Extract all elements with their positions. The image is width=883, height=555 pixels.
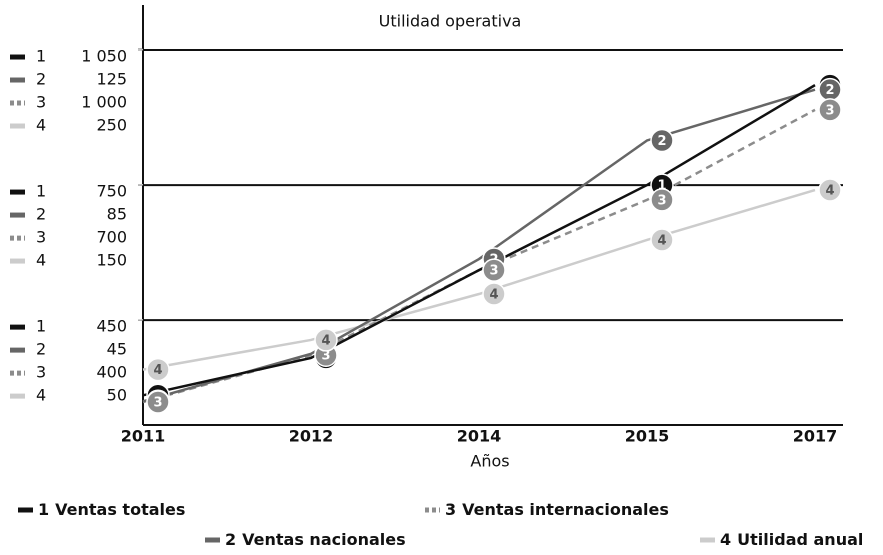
series-line <box>142 188 816 371</box>
marker <box>650 188 674 212</box>
marker-label: 4 <box>321 333 330 348</box>
x-tick-label: 2014 <box>457 427 502 446</box>
y-tick-label: 700 <box>96 228 127 247</box>
marker <box>650 128 674 153</box>
legend-id: 1 <box>38 500 49 519</box>
marker-label: 3 <box>825 103 834 118</box>
marker-label: 3 <box>153 396 162 411</box>
marker-label: 2 <box>825 83 834 98</box>
tick-series-id: 1 <box>36 182 46 201</box>
chart-title: Utilidad operativa <box>379 12 522 31</box>
tick-series-id: 3 <box>36 363 46 382</box>
x-axis-label: Años <box>470 452 509 471</box>
legend-id: 2 <box>225 530 236 549</box>
tick-series-id: 2 <box>36 340 46 359</box>
y-tick-label: 45 <box>107 340 127 359</box>
legend-label: 3 Ventas internacionales <box>445 500 669 519</box>
tick-series-id: 3 <box>36 228 46 247</box>
legend-name: Ventas internacionales <box>462 500 669 519</box>
marker-label: 1 <box>657 179 666 194</box>
marker-label: 2 <box>657 134 666 149</box>
marker-label: 3 <box>321 349 330 364</box>
marker-label: 4 <box>489 288 498 303</box>
marker <box>482 258 506 282</box>
y-tick-label: 85 <box>107 205 127 224</box>
y-tick-label: 450 <box>96 317 127 336</box>
marker-label: 4 <box>153 363 162 378</box>
marker-label: 3 <box>489 264 498 279</box>
legend-label: 1 Ventas totales <box>38 500 185 519</box>
y-tick-label: 1 000 <box>81 93 127 112</box>
legend-label: 2 Ventas nacionales <box>225 530 406 549</box>
tick-series-id: 4 <box>36 251 46 270</box>
legend-id: 4 <box>720 530 731 549</box>
tick-series-id: 1 <box>36 47 46 66</box>
x-tick-label: 2011 <box>121 427 166 446</box>
tick-series-id: 2 <box>36 205 46 224</box>
marker <box>818 178 842 202</box>
tick-series-id: 4 <box>36 386 46 405</box>
tick-series-id: 2 <box>36 70 46 89</box>
y-tick-label: 125 <box>96 70 127 89</box>
y-tick-label: 150 <box>96 251 127 270</box>
y-tick-label: 50 <box>107 386 127 405</box>
x-tick-label: 2015 <box>625 427 670 446</box>
marker-label: 4 <box>825 184 834 199</box>
marker <box>482 282 506 306</box>
y-tick-label: 250 <box>96 116 127 135</box>
marker-label: 3 <box>657 193 666 208</box>
legend-label: 4 Utilidad anual <box>720 530 863 549</box>
y-tick-label: 750 <box>96 182 127 201</box>
x-tick-label: 2017 <box>793 427 838 446</box>
legend-name: Utilidad anual <box>737 530 863 549</box>
marker-label: 4 <box>657 233 666 248</box>
series-line <box>142 84 816 397</box>
tick-series-id: 4 <box>36 116 46 135</box>
marker <box>650 228 674 252</box>
marker <box>314 328 338 352</box>
tick-series-id: 1 <box>36 317 46 336</box>
marker <box>818 98 842 122</box>
series-line <box>142 108 816 404</box>
marker <box>146 357 170 382</box>
legend-name: Ventas nacionales <box>242 530 405 549</box>
legend-id: 3 <box>445 500 456 519</box>
y-tick-label: 1 050 <box>81 47 127 66</box>
x-tick-label: 2012 <box>289 427 334 446</box>
legend-name: Ventas totales <box>55 500 185 519</box>
y-tick-label: 400 <box>96 363 127 382</box>
series-line <box>142 88 816 403</box>
marker <box>146 390 170 414</box>
tick-series-id: 3 <box>36 93 46 112</box>
